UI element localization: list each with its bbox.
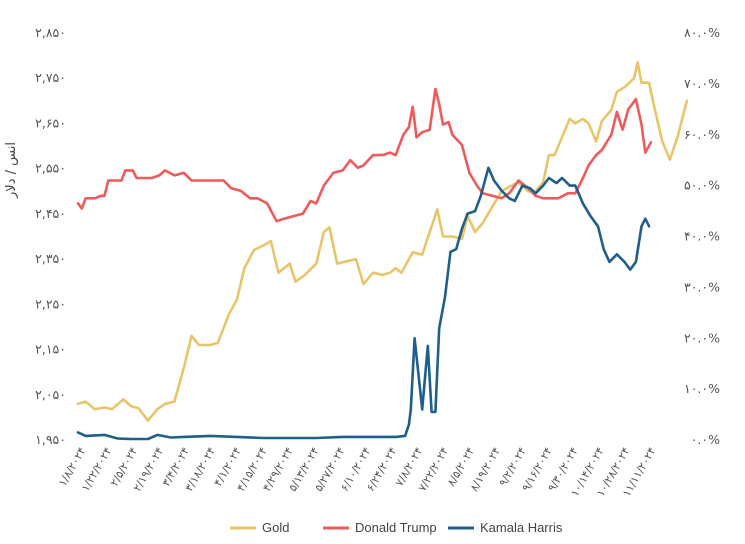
series-line-kamala-harris xyxy=(76,166,651,441)
series-line-donald-trump xyxy=(76,87,653,223)
series-lines xyxy=(76,61,689,441)
right-tick-label: ۵۰.۰% xyxy=(684,178,720,193)
left-tick-label: ۲,۳۵۰ xyxy=(35,251,66,266)
legend-label: Gold xyxy=(262,520,289,535)
right-tick-label: ۲۰.۰% xyxy=(684,330,720,345)
right-tick-label: ۷۰.۰% xyxy=(684,76,720,91)
left-tick-label: ۲,۷۵۰ xyxy=(35,70,66,85)
left-tick-label: ۲,۸۵۰ xyxy=(35,25,66,40)
left-tick-label: ۲,۵۵۰ xyxy=(35,161,66,176)
right-tick-label: ۶۰.۰% xyxy=(684,127,720,142)
left-tick-label: ۱,۹۵۰ xyxy=(35,432,66,447)
series-line-gold xyxy=(76,61,689,422)
legend-label: Kamala Harris xyxy=(480,520,563,535)
legend-label: Donald Trump xyxy=(355,520,437,535)
left-tick-label: ۲,۴۵۰ xyxy=(35,206,66,221)
right-tick-label: ۱۰.۰% xyxy=(684,381,720,396)
left-tick-label: ۲,۰۵۰ xyxy=(35,387,66,402)
x-axis-ticks: ۱/۸/۲۰۲۴۱/۲۲/۲۰۲۴۲/۵/۲۰۲۴۲/۱۹/۲۰۲۴۳/۴/۲۰… xyxy=(56,445,659,499)
right-tick-label: ۳۰.۰% xyxy=(684,279,720,294)
right-tick-label: ۰.۰% xyxy=(691,432,720,447)
left-axis-ticks: ۱,۹۵۰ ۲,۰۵۰ ۲,۱۵۰ ۲,۲۵۰ ۲,۳۵۰ ۲,۴۵۰ ۲,۵۵۰ ۲,۶۵۰… xyxy=(35,25,66,447)
y-axis-label: انس / دلار xyxy=(4,142,19,199)
left-tick-label: ۲,۱۵۰ xyxy=(35,342,66,357)
legend: Gold Donald Trump Kamala Harris xyxy=(230,520,563,535)
right-axis-ticks: ۰.۰% ۱۰.۰% ۲۰.۰% ۳۰.۰% ۴۰.۰% ۵۰.۰% ۶۰.۰% ۷۰.۰% ۸… xyxy=(684,25,720,447)
left-tick-label: ۲,۶۵۰ xyxy=(35,115,66,130)
left-tick-label: ۲,۲۵۰ xyxy=(35,296,66,311)
right-tick-label: ۴۰.۰% xyxy=(684,229,720,244)
right-tick-label: ۸۰.۰% xyxy=(684,25,720,40)
